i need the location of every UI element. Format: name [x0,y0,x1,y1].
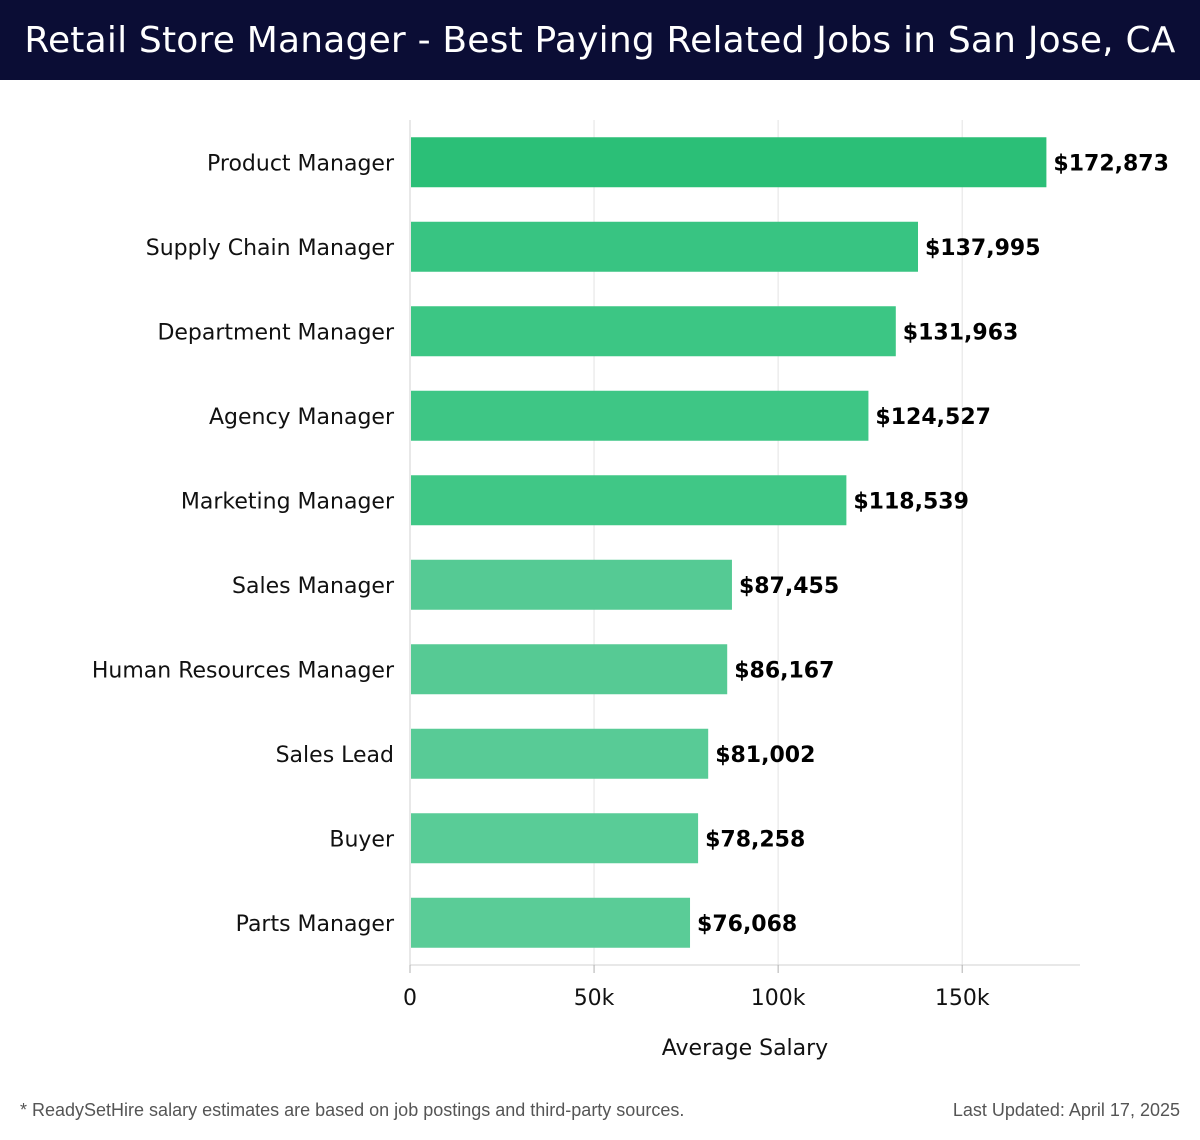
x-axis-title: Average Salary [662,1036,828,1061]
bar [411,897,691,948]
x-tick-label: 100k [751,986,806,1011]
value-label: $81,002 [715,743,815,768]
value-label: $86,167 [734,658,834,683]
bar [411,644,728,695]
value-label: $76,068 [697,912,797,937]
bar [411,728,709,779]
category-label: Department Manager [157,320,395,345]
value-label: $137,995 [925,236,1041,261]
category-label: Human Resources Manager [92,658,395,683]
category-label: Sales Manager [232,574,395,599]
category-label: Agency Manager [209,405,395,430]
bar [411,813,699,864]
x-tick-label: 0 [403,986,417,1011]
bar [411,559,732,610]
bar [411,137,1047,188]
value-label: $124,527 [875,405,991,430]
bar [411,306,896,357]
value-label: $131,963 [903,320,1019,345]
footer-note: * ReadySetHire salary estimates are base… [20,1100,685,1120]
value-label: $172,873 [1053,151,1169,176]
category-label: Parts Manager [236,912,395,937]
x-tick-label: 50k [574,986,615,1011]
chart-title: Retail Store Manager - Best Paying Relat… [24,19,1176,61]
category-label: Buyer [329,827,395,852]
value-label: $87,455 [739,574,839,599]
category-label: Supply Chain Manager [146,236,395,261]
category-label: Sales Lead [276,743,394,768]
last-updated: Last Updated: April 17, 2025 [952,1100,1180,1120]
bar [411,221,919,272]
value-label: $118,539 [853,489,969,514]
bar [411,475,847,526]
category-label: Marketing Manager [181,489,395,514]
x-tick-label: 150k [935,986,990,1011]
value-label: $78,258 [705,827,805,852]
bar [411,390,869,441]
category-label: Product Manager [207,151,395,176]
bar-chart: 0 50k 100k 150k Product Manager $172,873 Suppl… [92,120,1169,1061]
chart-header: Retail Store Manager - Best Paying Relat… [0,0,1200,80]
